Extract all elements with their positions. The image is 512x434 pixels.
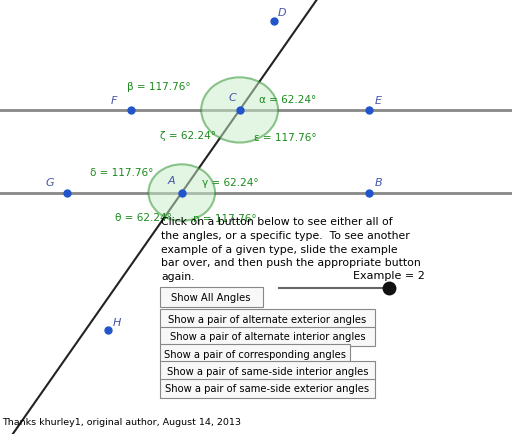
Text: Example = 2: Example = 2 [353, 271, 425, 280]
FancyBboxPatch shape [160, 344, 350, 363]
Text: γ = 62.24°: γ = 62.24° [202, 178, 259, 187]
Text: η = 117.76°: η = 117.76° [193, 214, 257, 224]
Circle shape [148, 165, 215, 221]
Text: ε = 117.76°: ε = 117.76° [254, 132, 316, 142]
Text: A: A [168, 175, 176, 185]
Text: β = 117.76°: β = 117.76° [127, 82, 190, 92]
Text: C: C [228, 93, 236, 103]
Text: δ = 117.76°: δ = 117.76° [90, 168, 153, 178]
Text: F: F [111, 95, 117, 105]
FancyBboxPatch shape [160, 309, 375, 329]
Text: Click on a button below to see either all of
the angles, or a specific type.  To: Click on a button below to see either al… [161, 217, 421, 281]
Text: Show a pair of same-side interior angles: Show a pair of same-side interior angles [167, 366, 368, 376]
Circle shape [201, 78, 278, 143]
Text: Thanks khurley1, original author, August 14, 2013: Thanks khurley1, original author, August… [3, 417, 242, 426]
FancyBboxPatch shape [160, 379, 375, 398]
Text: Show a pair of alternate interior angles: Show a pair of alternate interior angles [169, 332, 366, 341]
Text: G: G [45, 178, 54, 188]
Text: ζ = 62.24°: ζ = 62.24° [160, 131, 216, 141]
Text: α = 62.24°: α = 62.24° [259, 95, 316, 105]
FancyBboxPatch shape [160, 288, 263, 307]
Text: H: H [113, 318, 121, 328]
Text: B: B [375, 178, 382, 188]
Text: D: D [278, 8, 287, 18]
Text: Show a pair of same-side exterior angles: Show a pair of same-side exterior angles [165, 384, 370, 393]
FancyBboxPatch shape [160, 327, 375, 346]
Text: Show a pair of corresponding angles: Show a pair of corresponding angles [164, 349, 346, 358]
Text: Show All Angles: Show All Angles [172, 293, 251, 302]
FancyBboxPatch shape [160, 362, 375, 381]
Text: Show a pair of alternate exterior angles: Show a pair of alternate exterior angles [168, 314, 367, 324]
Text: θ = 62.24°: θ = 62.24° [115, 213, 172, 223]
Text: E: E [375, 95, 382, 105]
